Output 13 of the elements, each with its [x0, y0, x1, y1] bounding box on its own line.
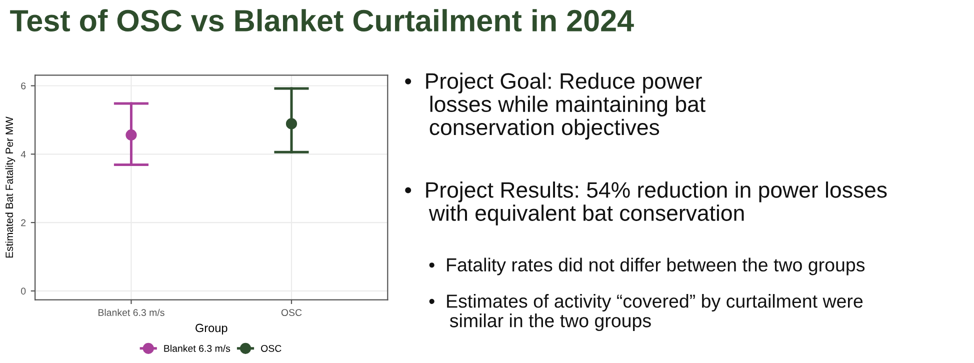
y-tick-label: 4 — [20, 150, 26, 158]
text: • Fatality rates did not differ between the two groups — [429, 258, 865, 276]
legend-label: OSC — [261, 344, 282, 352]
text: • Estimates of activity “covered” by curtailment were similar in the two groups — [429, 294, 863, 332]
chart-title: Test of OSC vs Blanket Curtailment in 2024 — [10, 9, 634, 32]
y-tick-label: 6 — [21, 82, 26, 90]
y-axis-title: Estimated Bat Fatality Per MW — [5, 116, 16, 258]
y-tick-label: 0 — [21, 288, 26, 295]
x-axis-title: Group — [196, 324, 228, 334]
y-tick-label: 2 — [21, 219, 26, 226]
text: • Project Results: 54% reduction in power losses with equivalent bat conservation — [405, 182, 887, 226]
text: • Project Goal: Reduce power losses while maintaining bat conservation objectives — [405, 72, 706, 140]
legend-label: Blanket 6.3 m/s — [164, 344, 230, 352]
